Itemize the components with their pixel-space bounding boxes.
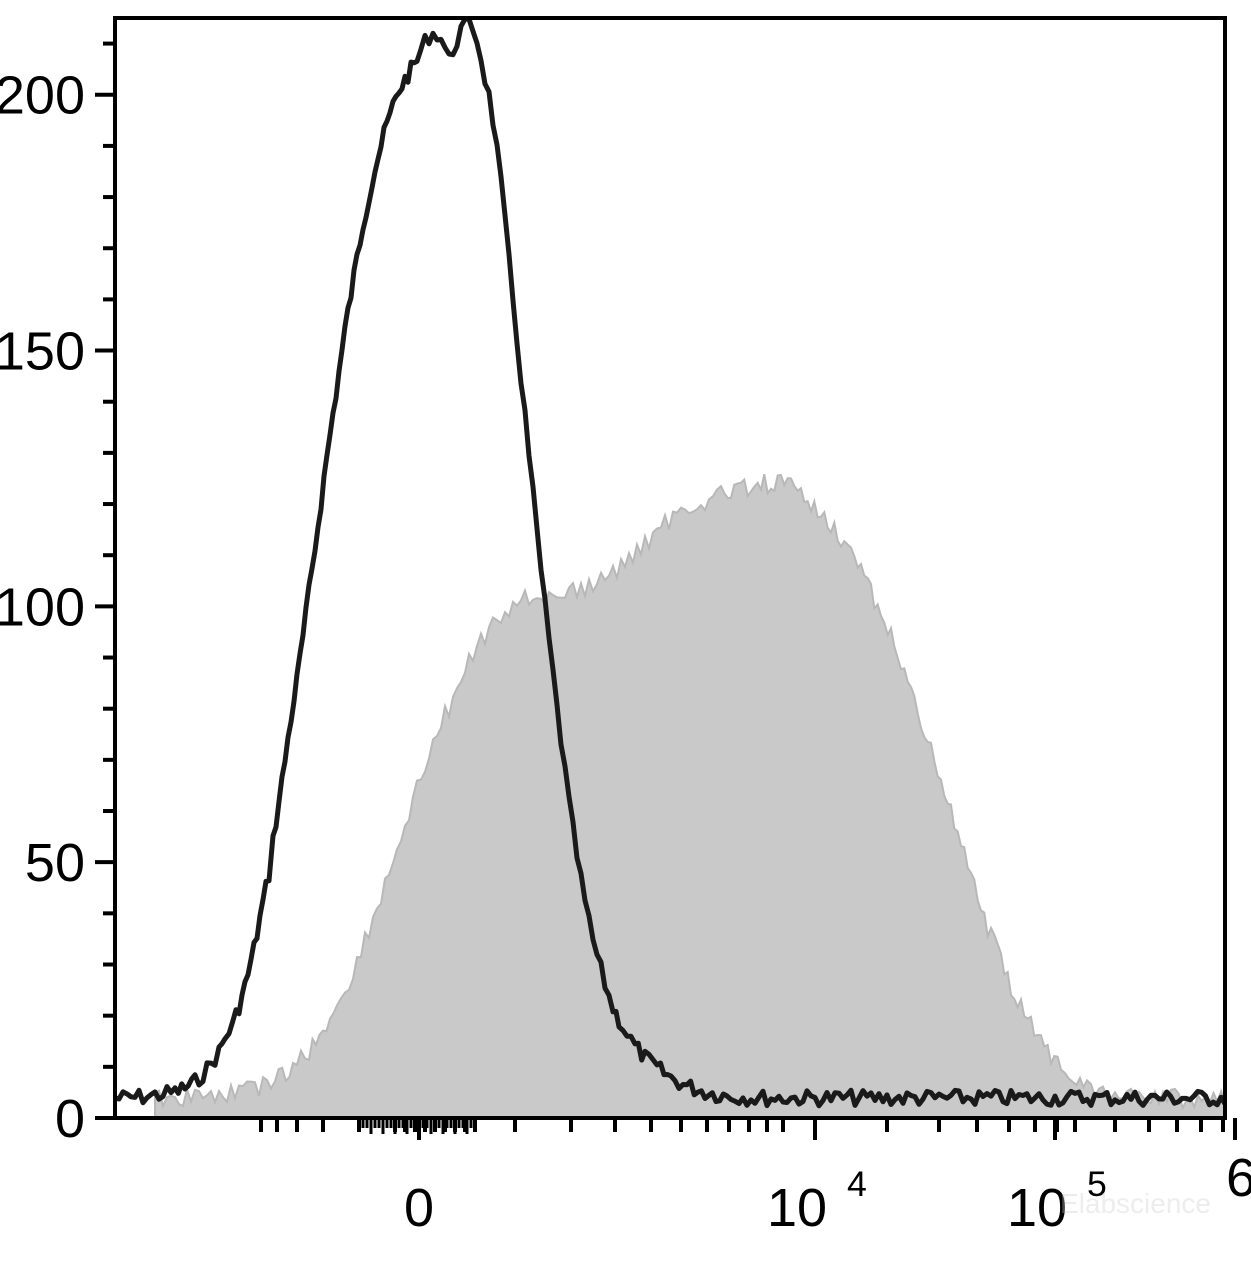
x-tick-label: 10 bbox=[1007, 1178, 1067, 1238]
x-tick-label: 0 bbox=[404, 1178, 434, 1238]
chart-svg: 0 50 100 150 200 0 10 4 10 5 6 bbox=[0, 0, 1251, 1280]
y-tick-label: 200 bbox=[0, 66, 85, 126]
y-tick-label: 0 bbox=[55, 1089, 85, 1149]
y-tick-label: 50 bbox=[25, 833, 85, 893]
x-tick-exponent: 5 bbox=[1087, 1164, 1107, 1204]
x-tick-exponent: 6 bbox=[1226, 1148, 1251, 1208]
y-tick-label: 150 bbox=[0, 321, 85, 381]
y-tick-label: 100 bbox=[0, 577, 85, 637]
x-tick-exponent: 4 bbox=[847, 1164, 867, 1204]
flow-cytometry-histogram: 05010015020001041056 Elabscience bbox=[0, 0, 1251, 1280]
x-tick-label: 10 bbox=[767, 1178, 827, 1238]
